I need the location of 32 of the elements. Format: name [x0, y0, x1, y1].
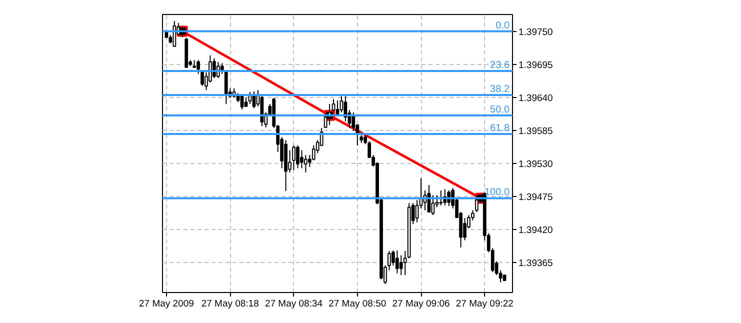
candlestick [415, 200, 419, 223]
candlestick [399, 254, 403, 276]
y-tick-label: 1.39530 [518, 158, 553, 170]
candlestick [244, 96, 248, 108]
y-tick-label: 1.39585 [518, 126, 553, 137]
candlestick [304, 154, 308, 173]
annotation: 23.6 [490, 60, 510, 71]
y-tick-label: 1.39420 [518, 224, 553, 236]
x-tick-label: 27 May 09:06 [392, 298, 450, 310]
annotation: 61.8 [490, 122, 510, 134]
candlestick [212, 58, 216, 79]
x-tick-label: 27 May 08:50 [328, 298, 386, 310]
candlestick [300, 150, 304, 169]
x-tick-label: 27 May 08:18 [201, 298, 259, 310]
annotation: 0.0 [496, 20, 510, 32]
x-tick-label: 27 May 2009 [139, 298, 194, 310]
y-tick-label: 1.39475 [518, 192, 553, 203]
x-tick-label: 27 May 08:34 [264, 298, 323, 310]
y-tick-label: 1.39365 [518, 258, 553, 269]
candlestick [352, 112, 356, 132]
annotation: 38.2 [490, 84, 510, 95]
candlestick [224, 70, 228, 104]
candlestick [395, 250, 399, 274]
annotation: 100.0 [484, 187, 510, 198]
annotation: 50.0 [490, 104, 510, 116]
y-tick-label: 1.39640 [518, 92, 553, 104]
y-tick-label: 1.39750 [518, 26, 553, 38]
y-tick-label: 1.39695 [518, 60, 553, 71]
candlestick [296, 144, 300, 169]
candlestick [439, 190, 443, 206]
candlestick [292, 144, 296, 171]
x-tick-label: 27 May 09:22 [456, 298, 514, 310]
